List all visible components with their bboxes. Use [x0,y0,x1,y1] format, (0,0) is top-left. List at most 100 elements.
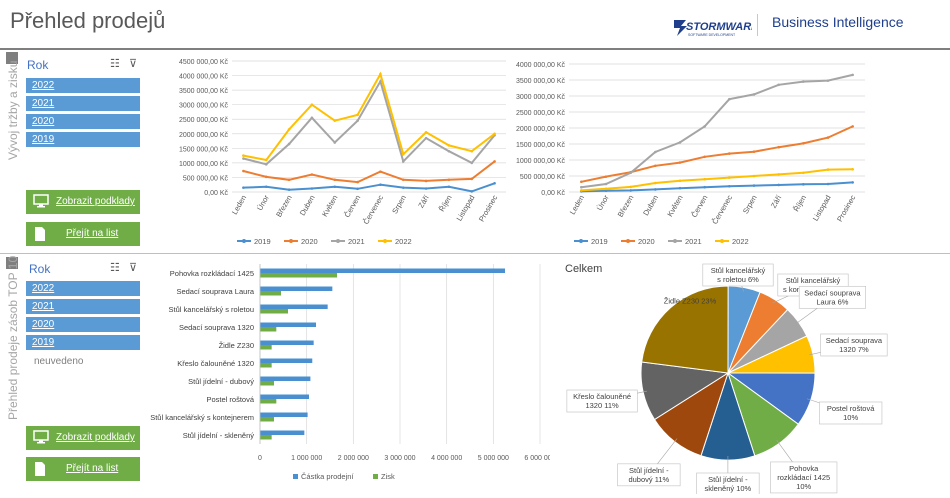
pie-label: s roletou 6% [717,275,759,284]
x-tick-label: Prosinec [835,193,858,223]
legend-marker [383,239,387,243]
data-point [356,187,359,191]
x-tick-label: 4 000 000 [431,455,462,462]
data-point [310,116,314,120]
data-point [447,178,451,182]
x-tick-label: 2 000 000 [338,455,369,462]
multiselect-icon[interactable]: ☷ [110,58,120,70]
slicer1-item-2022[interactable]: 2022 [26,78,140,93]
x-tick-label: Říjen [437,194,454,214]
data-point [654,150,657,154]
show-data-button-2[interactable]: Zobrazit podklady [26,426,140,450]
pie-label: Stůl jídelní - [708,475,748,484]
bar-category-label: Stůl kancelářský s kontejnerem [150,413,254,422]
pie-label-box [770,461,838,494]
data-point [333,178,337,182]
y-tick-label: 3500 000,00 Kč [516,78,566,85]
y-tick-label: 1500 000,00 Kč [516,142,566,149]
slicer2-item-2022[interactable]: 2022 [26,281,140,296]
bar-profit [260,345,272,350]
y-tick-label: 500 000,00 Kč [183,175,229,182]
data-point [752,174,756,178]
slicer1-item-2019[interactable]: 2019 [26,132,140,147]
pie-label: skleněný 10% [705,484,752,493]
svg-text:SOFTWARE DEVELOPMENT: SOFTWARE DEVELOPMENT [688,33,736,37]
data-point [401,152,405,156]
data-point [242,157,245,160]
bar-sales [260,304,328,309]
monitor-icon [33,430,49,447]
data-point [703,155,706,159]
series-line-2021 [243,78,496,166]
data-point [678,161,682,164]
header-divider [757,14,758,36]
x-tick-label: 5 000 000 [478,455,509,462]
data-point [580,180,583,184]
clear-filter-icon[interactable]: ⊽ [129,58,138,70]
x-tick-label: Květen [665,194,684,219]
data-point [752,93,756,96]
legend-label: Zisk [381,472,395,481]
data-point [310,173,314,176]
data-point [678,186,682,190]
bar-category-label: Sedací souprava 1320 [179,323,254,332]
bar-category-label: Stůl kancelářský s roletou [169,305,254,314]
x-tick-label: Červen [690,194,710,219]
bar-profit [260,399,277,404]
series-line-2020 [581,125,854,183]
pie-label-box [696,472,760,494]
data-point [401,178,405,182]
data-point [493,132,496,136]
data-point [826,79,830,82]
bar-profit [260,417,274,422]
slicer2-item-2020[interactable]: 2020 [26,317,140,332]
y-tick-label: 4000 000,00 Kč [516,62,566,69]
section2-vertical-label: Přehled prodeje zásob TOP 10 [6,255,20,420]
data-point [333,141,337,144]
slicer2-item-2021[interactable]: 2021 [26,299,140,314]
page-title: Přehled prodejů [10,8,166,33]
y-tick-label: 2000 000,00 Kč [516,126,566,133]
data-point [604,189,608,193]
y-tick-label: 3500 000,00 Kč [179,88,229,95]
go-sheet-button-2[interactable]: Přejít na list [26,457,140,481]
legend-label-2019: 2019 [591,237,608,246]
data-point [493,160,496,163]
show-data-button-1[interactable]: Zobrazit podklady [26,190,140,214]
data-point [242,186,245,189]
bar-category-label: Židle Z230 [219,341,254,350]
data-point [580,185,583,189]
bar-sales [260,268,505,273]
y-tick-label: 3000 000,00 Kč [179,103,229,110]
data-point [242,169,245,173]
x-tick-label: Duben [641,194,660,218]
legend-marker [242,239,246,243]
clear-filter-icon[interactable]: ⊽ [129,262,138,274]
series-line-2021 [581,73,853,189]
data-point [777,173,780,176]
data-point [703,185,706,189]
x-tick-label: Listopad [455,194,477,223]
pie-label: 1320 7% [839,345,869,354]
data-point [802,183,805,186]
slicer1-item-2020[interactable]: 2020 [26,114,140,129]
go-sheet-button-1[interactable]: Přejít na list [26,222,140,246]
multiselect-icon[interactable]: ☷ [110,262,120,274]
legend-label-2021: 2021 [348,237,365,246]
data-point [356,113,359,117]
data-point [310,187,314,190]
document-icon [33,226,47,245]
slicer1-item-2021[interactable]: 2021 [26,96,140,111]
slicer2-item-unspecified[interactable]: neuvedeno [34,356,84,367]
legend-marker [673,239,677,243]
x-tick-label: Červenec [710,193,734,226]
data-point [777,183,780,187]
bar-category-label: Postel roštová [206,395,254,404]
slicer2-item-2019[interactable]: 2019 [26,335,140,350]
document-icon [33,461,47,480]
data-point [493,181,496,185]
legend-marker [579,239,583,243]
legend-marker [289,239,293,243]
legend-label-2022: 2022 [395,237,412,246]
data-point [333,119,337,122]
